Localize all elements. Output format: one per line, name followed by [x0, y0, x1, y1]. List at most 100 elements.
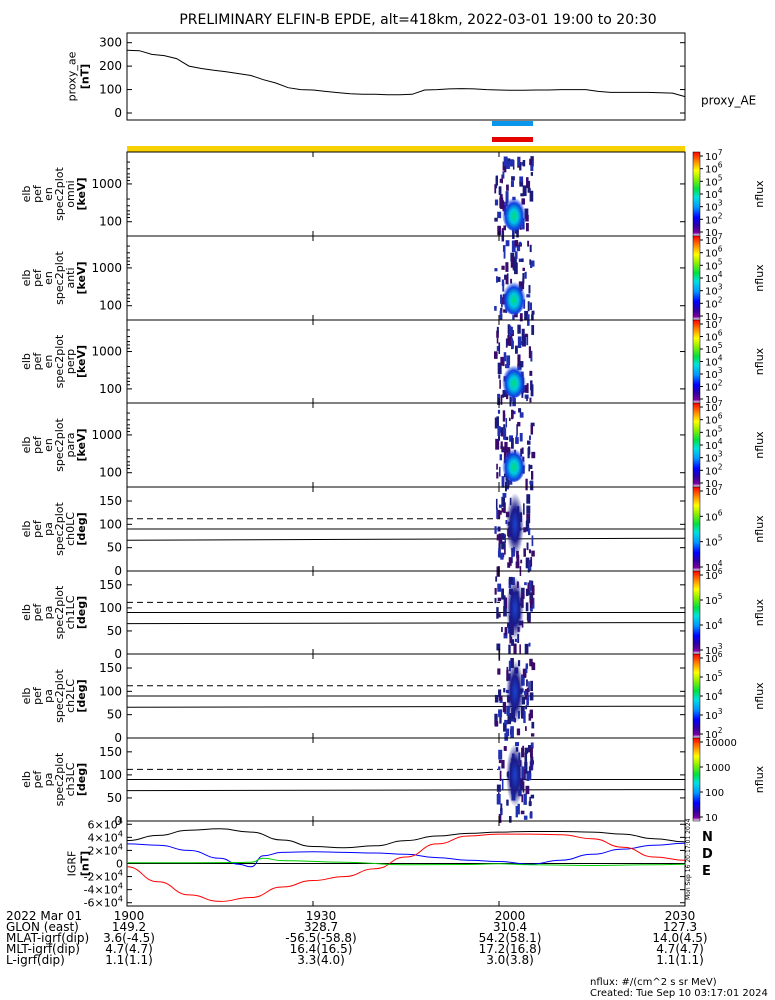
xrow-label: MLT-igrf(dip) [6, 942, 80, 956]
heatmap-cell [525, 602, 529, 612]
heatmap-cell [507, 324, 511, 334]
heatmap-cell [507, 713, 512, 725]
colorbar-tick-label: 107 [705, 483, 723, 498]
ytick-label: -2×104 [84, 868, 123, 884]
xrow-value: 1.1(1.1) [105, 953, 153, 967]
heatmap-cell [498, 696, 503, 701]
heatmap-cell [521, 258, 524, 262]
heatmap-cell [494, 417, 498, 429]
heatmap-cell [520, 810, 525, 815]
colorbar-tick-label: 1000 [705, 763, 730, 774]
ytick-label: -6×104 [84, 894, 123, 910]
orbit-bar-blue [492, 121, 533, 126]
xrow-value: 14.0(4.5) [652, 931, 707, 945]
heatmap-cell [517, 354, 521, 367]
ylabel-pa_ch2LC: spec2plot [53, 669, 66, 723]
colorbar-pa_ch1LC [692, 570, 701, 655]
heatmap-cell [527, 180, 531, 193]
heatmap-cell [522, 160, 526, 167]
ytick-label-1000: 1000 [91, 428, 122, 442]
heatmap-cell [522, 273, 525, 284]
heatmap-cell [531, 470, 534, 480]
heatmap-cell [498, 504, 502, 508]
heatmap-cell [528, 773, 532, 781]
colorbar-tick-label: 106 [705, 412, 723, 427]
heatmap-cell [501, 541, 505, 549]
xrow-value: 1930 [306, 909, 337, 923]
heatmap-cell [530, 733, 535, 737]
heatmap-cell [501, 279, 505, 286]
xrow-label: 2022 Mar 01 [6, 909, 82, 923]
heatmap-cell [497, 792, 500, 796]
heatmap-cell [496, 337, 499, 344]
heatmap-cell [524, 385, 527, 393]
xrow-value: 3.3(4.0) [297, 953, 345, 967]
heatmap-cell [515, 251, 518, 259]
heatmap-cell [521, 392, 524, 398]
heatmap-cell [528, 801, 532, 806]
heatmap-cell [524, 726, 527, 731]
heatmap-cell [526, 440, 531, 445]
heatmap-cell [495, 176, 498, 189]
ytick-label-1000: 1000 [91, 177, 122, 191]
colorbar-pa_ch3LC [692, 737, 701, 822]
colorbar-tick-label: 105 [705, 424, 723, 439]
heatmap-cell [509, 815, 512, 823]
heatmap-cell [503, 156, 508, 167]
heatmap-cell [525, 214, 529, 222]
heatmap-cell [524, 752, 528, 764]
series-line-N-igrf [126, 842, 686, 868]
heatmap-cell [503, 595, 506, 607]
colorbar-tick-label: 104 [705, 617, 723, 632]
heatmap-cell [499, 194, 503, 199]
heatmap-cell [524, 690, 527, 695]
heatmap-cell [502, 283, 505, 292]
heatmap-cell [497, 526, 501, 532]
colorbar-tick-label: 107 [705, 232, 723, 247]
heatmap-cell [502, 701, 507, 713]
heatmap-cell [508, 417, 511, 422]
colorbar-tick-label: 102 [705, 211, 723, 226]
heatmap-cell [498, 749, 503, 760]
heatmap-cell [497, 550, 501, 557]
xrow-value: 149.2 [112, 920, 146, 934]
colorbar-en_perp [692, 319, 701, 404]
xrow-label: GLON (east) [6, 920, 79, 934]
ylabel-pa_ch2LC: pa [42, 689, 55, 703]
ytick-label: 0 [116, 858, 123, 871]
ytick-label-0: 0 [114, 814, 122, 828]
series-label-proxy-ae: proxy_AE [701, 94, 756, 108]
heatmap-cell [510, 180, 514, 188]
heatmap-cell [525, 785, 530, 795]
heatmap-cell [494, 217, 498, 222]
heatmap-burst [502, 278, 526, 315]
heatmap-cell [525, 223, 529, 232]
colorbar-tick-label: 104 [705, 354, 723, 369]
heatmap-cell [529, 435, 531, 440]
colorbar-tick-label: 106 [705, 567, 723, 582]
heatmap-cell [516, 424, 518, 436]
ytick-label-50: 50 [107, 624, 122, 638]
xrow-value: 1.1(1.1) [656, 953, 704, 967]
heatmap-cell [519, 644, 521, 654]
ylabel-en_omni: pef [31, 184, 44, 203]
heatmap-cell [503, 688, 506, 693]
heatmap-cell [498, 766, 501, 770]
heatmap-cell [528, 642, 531, 647]
heatmap-cell [500, 441, 503, 447]
heatmap-cell [500, 356, 505, 366]
heatmap-cell [496, 784, 501, 792]
heatmap-cell [498, 759, 502, 764]
colorbar-tick-label: 105 [705, 173, 723, 188]
heatmap-cell [504, 534, 507, 544]
heatmap-cell [530, 380, 533, 391]
heatmap-cell [514, 638, 517, 643]
heatmap-cell [511, 256, 515, 262]
heatmap-cell [497, 225, 501, 236]
series-line-D-igrf [126, 833, 686, 902]
heatmap-cell [513, 256, 517, 268]
heatmap-cell [494, 597, 497, 604]
heatmap-cell [530, 747, 533, 758]
heatmap-burst [502, 445, 526, 482]
